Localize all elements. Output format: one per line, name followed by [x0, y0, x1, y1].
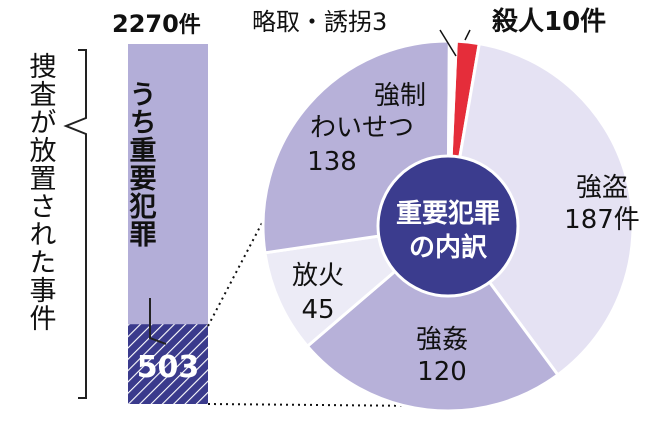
pie-slice-rape — [305, 224, 560, 413]
side-caption: 捜査が放置された事件 — [25, 52, 57, 332]
label-robbery-value: 187件 — [564, 205, 640, 235]
label-murder: 殺人10件 — [492, 7, 606, 37]
label-indecent-line2: わいせつ — [310, 113, 414, 143]
label-kidnap: 略取・誘拐3 — [252, 8, 387, 36]
pie-slice-robbery — [446, 42, 635, 377]
connector-bottom — [207, 403, 431, 407]
bar-chart: 503 — [128, 44, 208, 404]
pie-center-line1: 重要犯罪 — [396, 199, 500, 229]
bar-highlight-value: 503 — [137, 350, 200, 385]
label-indecent-line1: 強制 — [374, 81, 426, 111]
pie-center-circle — [376, 154, 520, 298]
bar-total-label: 2270件 — [112, 10, 201, 38]
bar-total-unit: 件 — [179, 13, 201, 38]
pie-center-line2: の内訳 — [409, 232, 488, 263]
side-bracket — [63, 49, 87, 399]
label-arson-value: 45 — [301, 295, 334, 325]
kidnap-leader — [439, 29, 457, 57]
bar-highlight — [128, 324, 208, 404]
bar-inner-label: うち重要犯罪 — [125, 80, 157, 248]
label-rape-value: 120 — [417, 357, 467, 387]
bar-total-number: 2270 — [112, 10, 179, 38]
label-robbery-name: 強盗 — [576, 173, 628, 203]
label-arson-name: 放火 — [292, 261, 344, 291]
inner-label-leader — [149, 298, 167, 345]
label-rape-name: 強姦 — [416, 325, 468, 355]
murder-leader — [464, 29, 471, 41]
label-indecent-value: 138 — [307, 147, 357, 177]
